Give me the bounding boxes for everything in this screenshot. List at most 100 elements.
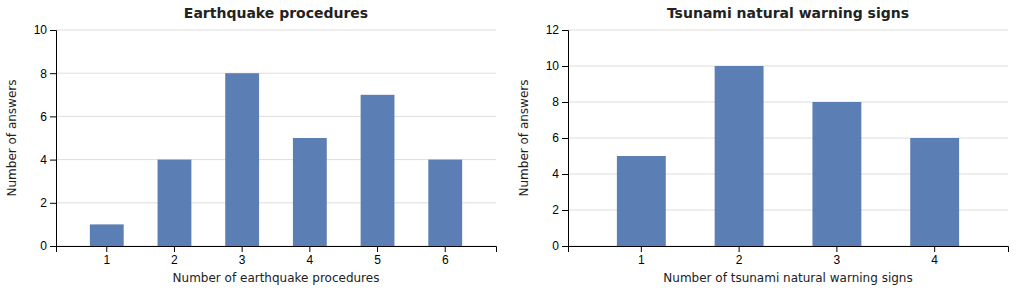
tick-mark bbox=[562, 138, 568, 139]
bar bbox=[225, 73, 259, 246]
tick: 0 bbox=[552, 239, 568, 253]
tick-mark bbox=[106, 246, 107, 252]
panel: 1234024681012Tsunami natural warning sig… bbox=[517, 5, 1009, 285]
y-axis: 0 2 4 6 8 10 bbox=[34, 23, 57, 253]
title: Earthquake procedures bbox=[184, 5, 368, 21]
tick-mark bbox=[562, 210, 568, 211]
grid-line bbox=[568, 30, 1008, 31]
bars bbox=[617, 66, 959, 246]
bars bbox=[90, 73, 462, 246]
tick-mark bbox=[50, 73, 56, 74]
tick: 10 bbox=[34, 23, 56, 37]
tick: 4 bbox=[552, 167, 568, 181]
panel: 1 2 3 4 5 6 0 2 4 6 8 10 Earthquake procedures Number… bbox=[5, 5, 497, 285]
figure: 1234560246810Earthquake proceduresNumber… bbox=[0, 0, 1024, 290]
grid-line bbox=[56, 73, 496, 74]
grid bbox=[568, 30, 1008, 246]
tick: 4 bbox=[307, 246, 314, 267]
tick-label: 12 bbox=[546, 23, 560, 37]
tick: 3 bbox=[239, 246, 246, 267]
tick-mark bbox=[739, 246, 740, 252]
tick-mark bbox=[377, 246, 378, 252]
tick: 3 bbox=[834, 246, 841, 267]
bar bbox=[361, 95, 395, 246]
y-axis-title: Number of answers bbox=[5, 80, 19, 197]
tick-mark bbox=[562, 102, 568, 103]
bar bbox=[90, 224, 124, 246]
tick: 5 bbox=[374, 246, 381, 267]
tick-label: 0 bbox=[40, 239, 47, 253]
tick-label: 6 bbox=[40, 110, 47, 124]
bar bbox=[617, 156, 666, 246]
tick-label: 6 bbox=[442, 253, 449, 267]
tick-mark bbox=[934, 246, 935, 252]
x-axis: 1 2 3 4 bbox=[569, 246, 1009, 267]
axis-line bbox=[562, 31, 569, 247]
grid-line bbox=[568, 102, 1008, 103]
tick-mark bbox=[445, 246, 446, 252]
grid-line bbox=[568, 66, 1008, 67]
tick-label: 3 bbox=[834, 253, 841, 267]
tick-mark bbox=[836, 246, 837, 252]
tick-mark bbox=[562, 246, 568, 247]
grid bbox=[56, 30, 496, 246]
axis-line bbox=[57, 247, 497, 253]
tick-mark bbox=[174, 246, 175, 252]
tick: 6 bbox=[552, 131, 568, 145]
grid-line bbox=[56, 30, 496, 31]
tick: 12 bbox=[546, 23, 568, 37]
tick: 2 bbox=[171, 246, 178, 267]
tick-label: 3 bbox=[239, 253, 246, 267]
x-axis-title: Number of tsunami natural warning signs bbox=[663, 271, 912, 285]
tick: 6 bbox=[442, 246, 449, 267]
tick-label: 2 bbox=[40, 196, 47, 210]
bar bbox=[158, 160, 192, 246]
tick-label: 4 bbox=[307, 253, 314, 267]
tick: 1 bbox=[103, 246, 110, 267]
tick-label: 8 bbox=[40, 67, 47, 81]
tick: 6 bbox=[40, 110, 56, 124]
tick-mark bbox=[50, 160, 56, 161]
tick-label: 0 bbox=[552, 239, 559, 253]
tick-label: 5 bbox=[374, 253, 381, 267]
tick: 10 bbox=[546, 59, 568, 73]
tick: 2 bbox=[736, 246, 743, 267]
tick: 8 bbox=[552, 95, 568, 109]
tick-mark bbox=[562, 174, 568, 175]
bar bbox=[910, 138, 959, 246]
bar bbox=[812, 102, 861, 246]
tick-mark bbox=[50, 30, 56, 31]
axis-line bbox=[50, 31, 57, 247]
bar bbox=[293, 138, 327, 246]
bar bbox=[428, 160, 462, 246]
tick: 0 bbox=[40, 239, 56, 253]
tick-label: 2 bbox=[552, 203, 559, 217]
tick-label: 2 bbox=[171, 253, 178, 267]
tick-mark bbox=[50, 246, 56, 247]
tick-label: 1 bbox=[103, 253, 110, 267]
tick-label: 4 bbox=[40, 153, 47, 167]
tick: 2 bbox=[552, 203, 568, 217]
title: Tsunami natural warning signs bbox=[667, 5, 909, 21]
tick-mark bbox=[242, 246, 243, 252]
y-axis: 0 2 4 6 8 10 12 bbox=[546, 23, 569, 253]
grid-line bbox=[56, 116, 496, 117]
tick-mark bbox=[50, 203, 56, 204]
tick-label: 2 bbox=[736, 253, 743, 267]
tick-mark bbox=[50, 116, 56, 117]
tick-label: 1 bbox=[638, 253, 645, 267]
tick-mark bbox=[562, 30, 568, 31]
tick-label: 8 bbox=[552, 95, 559, 109]
tick-label: 10 bbox=[546, 59, 560, 73]
tick: 8 bbox=[40, 67, 56, 81]
bar bbox=[715, 66, 764, 246]
tick-label: 4 bbox=[552, 167, 559, 181]
tick: 1 bbox=[638, 246, 645, 267]
tick: 2 bbox=[40, 196, 56, 210]
x-axis: 1 2 3 4 5 6 bbox=[57, 246, 497, 267]
axis-line bbox=[569, 247, 1009, 253]
tick: 4 bbox=[40, 153, 56, 167]
tick-mark bbox=[641, 246, 642, 252]
tick: 4 bbox=[931, 246, 938, 267]
tick-mark bbox=[309, 246, 310, 252]
